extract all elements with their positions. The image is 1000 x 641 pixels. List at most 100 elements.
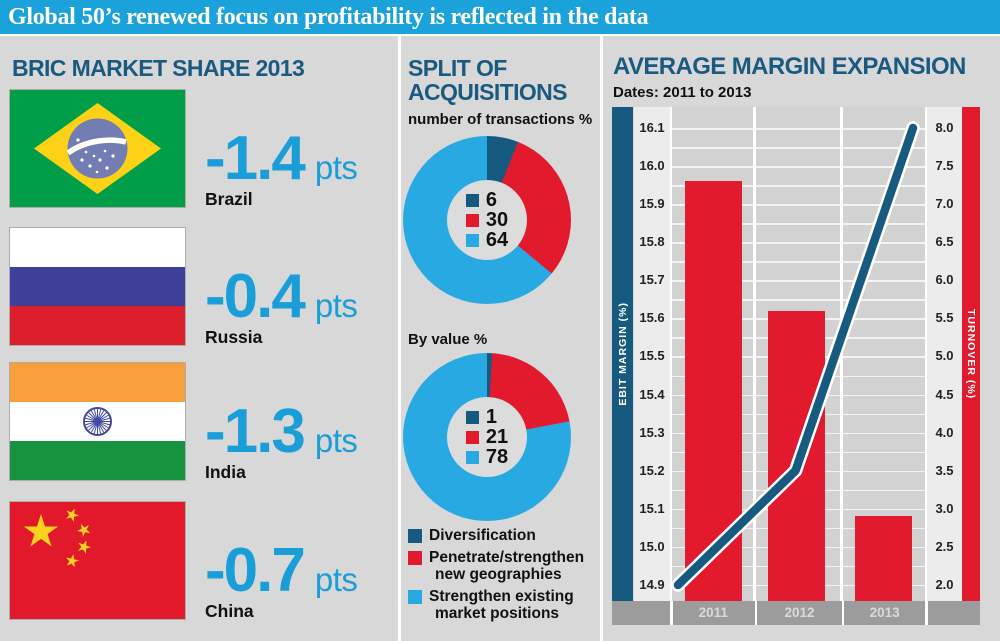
x-axis-band: 2011 2012 2013 [612, 601, 980, 625]
value-donut-chart: 1 21 78 [403, 353, 571, 521]
legend-row: 78 [465, 446, 509, 468]
left-axis-tick: 15.0 [639, 538, 665, 554]
right-axis-tick: 2.5 [935, 538, 954, 554]
donut-value: 6 [485, 189, 497, 211]
right-axis-tick: 7.5 [935, 158, 954, 174]
legend-swatch-red [465, 213, 479, 227]
left-axis-title: EBIT MARGIN (%) [616, 302, 629, 406]
donut-value: 64 [485, 229, 509, 251]
legend-item-strengthen: Strengthen existing market positions [408, 588, 598, 623]
right-axis-tick: 2.0 [935, 576, 954, 592]
transactions-donut-chart: 6 30 64 [403, 136, 571, 304]
legend-text: Penetrate/strengthen new geographies [429, 548, 585, 584]
market-share-value: -0.4 [205, 262, 306, 331]
donut-value: 21 [485, 426, 509, 448]
value-unit: pts [314, 422, 358, 459]
section-divider [398, 36, 401, 641]
header-bar: Global 50’s renewed focus on profitabili… [0, 0, 1000, 36]
legend-swatch-dark-blue [465, 410, 479, 424]
donut2-label: By value % [408, 331, 488, 348]
right-axis-tick: 7.0 [935, 196, 954, 212]
value-unit: pts [314, 149, 358, 186]
legend-item-diversification: Diversification [408, 527, 598, 545]
split-of-acquisitions-section: SPLIT OF ACQUISITIONS number of transact… [398, 36, 601, 641]
country-label: China [205, 601, 254, 621]
bric-section-title: BRIC MARKET SHARE 2013 [12, 55, 305, 81]
left-axis-tick: 15.7 [639, 272, 665, 288]
donut-value: 1 [485, 406, 497, 428]
band-separator [925, 601, 928, 625]
legend-swatch-light-blue [465, 233, 479, 247]
right-axis-tick: 6.5 [935, 234, 954, 250]
legend-text: Diversification [429, 527, 536, 544]
bric-row-india: -1.3 pts India [10, 363, 390, 483]
donut-hole: 1 21 78 [447, 397, 527, 477]
left-axis-tick: 15.2 [639, 462, 665, 478]
left-axis-tick: 16.1 [639, 120, 665, 135]
donut2-legend: 1 21 78 [465, 406, 509, 468]
market-share-value: -1.4 [205, 124, 306, 193]
left-axis-tick-strip: 16.1 16.0 15.9 15.8 15.7 15.6 15.5 15.4 15.3 15.2… [634, 107, 670, 601]
split-title-line2: ACQUISITIONS [408, 79, 568, 105]
bric-value-block: -1.3 pts India [205, 401, 358, 483]
turnover-bar-2011 [685, 181, 742, 601]
band-separator [841, 601, 845, 625]
right-axis-title: TURNOVER (%) [965, 308, 977, 400]
bric-row-brazil: -1.4 pts Brazil [10, 90, 390, 210]
right-axis-tick: 5.5 [935, 310, 954, 326]
right-axis-tick: 3.0 [935, 500, 954, 516]
right-axis-tick: 3.5 [935, 462, 954, 478]
country-label: Brazil [205, 189, 253, 209]
average-margin-expansion-section: AVERAGE MARGIN EXPANSION Dates: 2011 to … [601, 36, 1000, 641]
legend-text: Strengthen existing market positions [429, 587, 574, 623]
year-label-2013: 2013 [869, 605, 900, 620]
donut-value: 78 [485, 446, 509, 468]
legend-swatch-light-blue [465, 450, 479, 464]
brazil-flag [10, 90, 185, 207]
year-label-2011: 2011 [698, 605, 728, 620]
donut-value: 30 [485, 209, 509, 231]
right-axis-color-bar: TURNOVER (%) [962, 107, 980, 601]
margin-section-title: AVERAGE MARGIN EXPANSION [613, 53, 966, 80]
page-title: Global 50’s renewed focus on profitabili… [8, 4, 649, 30]
legend-row: 64 [465, 229, 509, 251]
left-axis-tick: 15.9 [639, 196, 665, 212]
right-axis-tick: 5.0 [935, 348, 954, 364]
margin-combo-chart: EBIT MARGIN (%) 16.1 16.0 15.9 15.8 15.7 15.6… [612, 107, 980, 625]
bric-market-share-section: BRIC MARKET SHARE 2013 -1.4 pts Brazil [0, 36, 398, 641]
gridline [672, 147, 925, 149]
right-axis-tick: 6.0 [935, 272, 954, 288]
bric-value-block: -0.4 pts Russia [205, 266, 358, 348]
gridline [672, 128, 925, 130]
donut1-label: number of transactions % [408, 111, 593, 128]
right-axis-tick: 4.5 [935, 386, 954, 402]
acquisitions-legend: Diversification Penetrate/strengthen new… [408, 527, 598, 627]
bric-value-block: -0.7 pts China [205, 540, 358, 622]
section-divider [600, 36, 603, 641]
split-section-title: SPLIT OF ACQUISITIONS [408, 56, 568, 105]
left-axis-color-bar: EBIT MARGIN (%) [612, 107, 633, 601]
donut-hole: 6 30 64 [447, 180, 527, 260]
country-label: Russia [205, 327, 263, 347]
bric-value-block: -1.4 pts Brazil [205, 128, 358, 210]
market-share-value: -1.3 [205, 397, 306, 466]
legend-swatch-light-blue [408, 589, 422, 604]
value-unit: pts [314, 287, 358, 324]
legend-swatch-red [465, 430, 479, 444]
market-share-value: -0.7 [205, 536, 306, 605]
donut1-legend: 6 30 64 [465, 189, 509, 251]
legend-swatch-dark-blue [465, 193, 479, 207]
left-axis-tick: 15.8 [639, 234, 665, 250]
turnover-bar-2013 [855, 516, 912, 601]
country-label: India [205, 462, 246, 482]
legend-swatch-dark-blue [408, 529, 422, 543]
right-axis-tick: 4.0 [935, 424, 954, 440]
left-axis-tick: 15.5 [639, 348, 665, 364]
gridline [672, 166, 925, 168]
bric-row-china: -0.7 pts China [10, 502, 390, 622]
band-separator [754, 601, 757, 625]
china-flag [10, 502, 185, 619]
left-axis-tick: 14.9 [639, 576, 665, 592]
dates-subtitle: Dates: 2011 to 2013 [613, 84, 752, 101]
